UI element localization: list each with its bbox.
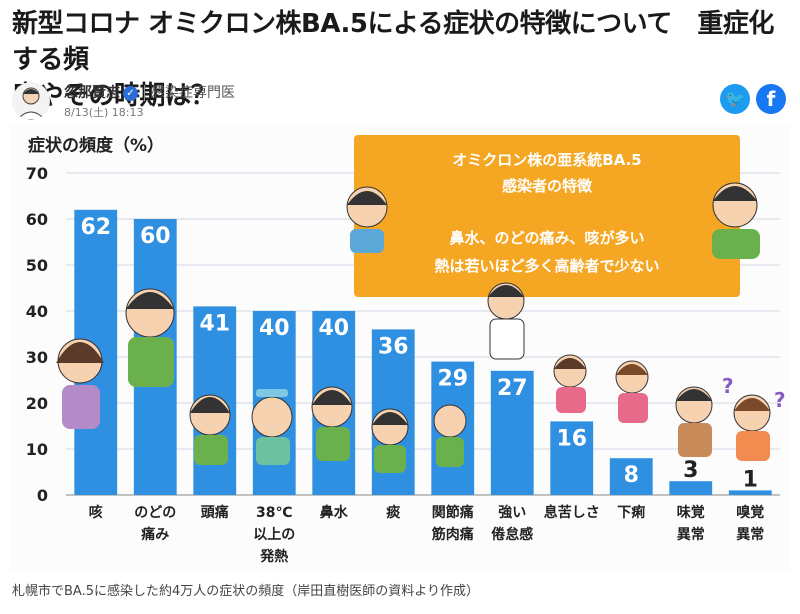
facebook-share-button[interactable]: f <box>756 84 786 114</box>
bar <box>728 490 772 495</box>
bar <box>609 458 653 495</box>
coughing-woman-icon <box>56 338 104 429</box>
callout-subtitle: 感染者の特徴 <box>502 177 593 195</box>
sick-man-illustration-icon <box>712 182 760 259</box>
y-tick-label: 40 <box>26 302 48 321</box>
y-tick-label: 20 <box>26 394 48 413</box>
joint-pain-boy-icon <box>433 404 467 467</box>
author-portrait-icon <box>16 87 46 120</box>
bar-value-label: 27 <box>497 376 528 401</box>
x-tick-label: 発熱 <box>259 548 288 565</box>
runny-nose-boy-icon <box>311 386 353 461</box>
symptom-chart: 症状の頻度（%） 0 10 20 30 40 50 60 70 62 咳 60 のどの痛み 41 頭痛 4… <box>10 125 790 570</box>
bar-value-label: 16 <box>556 426 587 451</box>
x-tick-label: 痰 <box>386 504 401 521</box>
sick-people-illustrations: ? ? <box>56 282 786 473</box>
callout-background <box>354 135 740 297</box>
bar <box>490 370 534 495</box>
twitter-icon: 🐦 <box>725 89 745 108</box>
twitter-share-button[interactable]: 🐦 <box>720 84 750 114</box>
x-tick-label: 筋肉痛 <box>432 526 474 543</box>
taste-loss-man-icon: ? <box>675 374 734 457</box>
x-tick-label: 倦怠感 <box>491 526 533 543</box>
author-role: 感染症専門医 <box>144 85 235 101</box>
facebook-icon: f <box>766 87 776 111</box>
article-title: 新型コロナ オミクロン株BA.5による症状の特徴について 重症化する頻 度やその… <box>12 6 788 114</box>
callout-box: オミクロン株の亜系統BA.5 感染者の特徴 鼻水、のどの痛み、咳が多い 熱は若い… <box>346 135 760 297</box>
chart-caption: 札幌市でBA.5に感染した約4万人の症状の頻度（岸田直樹医師の資料より作成） <box>12 584 479 599</box>
sore-throat-man-icon <box>125 288 175 387</box>
diarrhea-woman-icon <box>615 360 649 423</box>
avatar[interactable] <box>12 82 50 120</box>
x-tick-label: 痛み <box>140 526 169 543</box>
y-tick-label: 70 <box>26 164 48 183</box>
x-tick-label: 異常 <box>677 526 705 543</box>
verified-badge-icon: ✓ <box>123 85 138 101</box>
x-tick-label: 鼻水 <box>320 504 349 521</box>
x-tick-label: 息苦しさ <box>544 504 600 521</box>
bar-value-label: 29 <box>437 367 468 392</box>
author-name[interactable]: 忽那賢志 <box>64 85 120 101</box>
bar <box>550 421 594 495</box>
y-tick-label: 50 <box>26 256 48 275</box>
question-mark-icon: ? <box>774 388 786 412</box>
bar <box>669 481 713 495</box>
byline: 忽那賢志 ✓ 感染症専門医 8/13(土) 18:13 🐦 f <box>12 80 788 120</box>
bar-value-label: 1 <box>743 467 758 492</box>
x-tick-label: 頭痛 <box>201 504 229 521</box>
bar-value-label: 41 <box>199 311 230 336</box>
title-line-1: 新型コロナ オミクロン株BA.5による症状の特徴について 重症化する頻 <box>12 9 774 75</box>
publish-date: 8/13(土) 18:13 <box>64 106 144 119</box>
bar-chart-svg: 症状の頻度（%） 0 10 20 30 40 50 60 70 62 咳 60 のどの痛み 41 頭痛 4… <box>26 135 786 565</box>
x-tick-label: のどの <box>134 505 176 521</box>
y-tick-label: 60 <box>26 210 48 229</box>
x-tick-label: 味覚 <box>677 504 705 521</box>
nurse-illustration-icon <box>346 186 388 253</box>
question-mark-icon: ? <box>722 374 734 398</box>
x-tick-label: 下痢 <box>617 504 645 521</box>
callout-point-2: 熱は若いほど多く高齢者で少ない <box>434 257 659 275</box>
y-axis-label: 症状の頻度（%） <box>28 135 164 156</box>
bar-value-label: 36 <box>378 334 409 359</box>
breathless-girl-icon <box>553 354 587 413</box>
x-tick-label: 以上の <box>253 527 295 543</box>
x-tick-label: 異常 <box>736 526 764 543</box>
bar-value-label: 62 <box>80 215 111 240</box>
bar-value-label: 8 <box>624 463 639 488</box>
fever-girl-icon <box>251 389 293 465</box>
phlegm-boy-icon <box>371 408 409 473</box>
smell-loss-woman-icon: ? <box>733 388 786 461</box>
headache-man-icon <box>189 394 231 465</box>
fatigued-man-icon <box>487 282 525 360</box>
x-tick-label: 嗅覚 <box>736 504 764 521</box>
callout-point-1: 鼻水、のどの痛み、咳が多い <box>449 229 644 247</box>
bar-value-label: 3 <box>683 458 698 483</box>
callout-title: オミクロン株の亜系統BA.5 <box>452 151 641 169</box>
author-line: 忽那賢志 ✓ 感染症専門医 <box>64 82 235 102</box>
bar-value-label: 40 <box>318 316 349 341</box>
x-tick-label: 咳 <box>89 504 103 521</box>
x-tick-label: 強い <box>498 504 526 521</box>
y-tick-label: 30 <box>26 348 48 367</box>
y-tick-label: 10 <box>26 440 48 459</box>
bar-value-label: 40 <box>259 316 290 341</box>
x-tick-label: 38℃ <box>256 505 292 521</box>
x-tick-label: 関節痛 <box>432 504 474 521</box>
y-tick-label: 0 <box>37 486 48 505</box>
bar-value-label: 60 <box>140 224 171 249</box>
